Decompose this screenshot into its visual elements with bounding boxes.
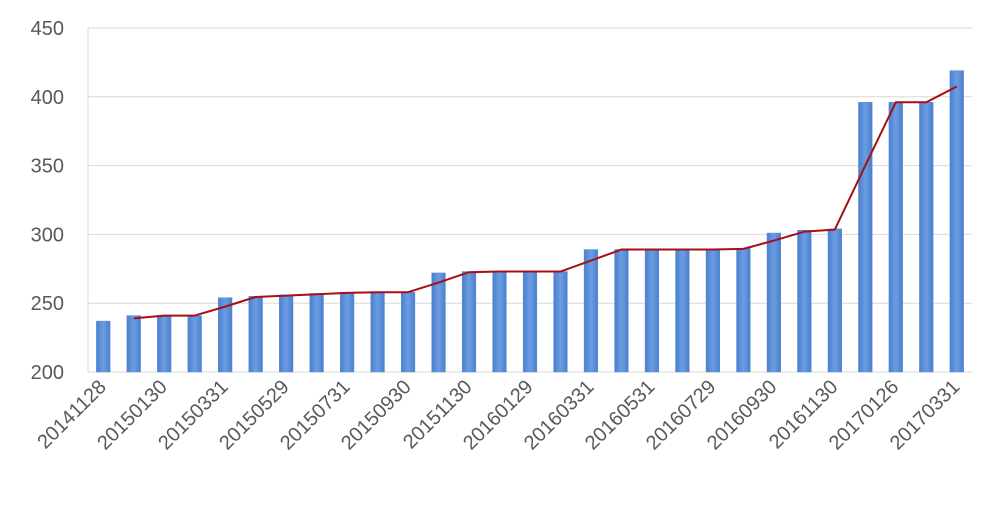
bar <box>919 102 934 373</box>
bar <box>736 247 751 373</box>
line <box>133 85 958 320</box>
bar <box>614 249 629 373</box>
bar <box>949 70 964 373</box>
y-tick-label: 200 <box>31 362 64 384</box>
bar <box>309 293 324 373</box>
bar <box>675 249 690 373</box>
y-tick-label: 400 <box>31 87 64 109</box>
bar <box>218 297 233 373</box>
bar <box>126 315 141 373</box>
bar <box>888 102 903 373</box>
y-tick-label: 250 <box>31 293 64 315</box>
bar <box>461 271 477 373</box>
bar <box>187 315 202 373</box>
bar <box>431 272 446 373</box>
bar <box>492 271 507 373</box>
bar <box>827 228 842 373</box>
bar <box>553 271 568 373</box>
y-tick-label: 450 <box>31 18 64 40</box>
bar <box>522 271 538 373</box>
y-tick-label: 350 <box>31 156 64 178</box>
labels: 2002503003504004502014112820150130201503… <box>31 18 965 454</box>
bar <box>400 291 416 373</box>
bar <box>583 249 599 373</box>
bar <box>797 230 812 373</box>
bar <box>339 291 355 373</box>
bar <box>96 320 111 373</box>
bar <box>248 296 263 373</box>
bar <box>370 291 385 373</box>
bar <box>279 294 294 373</box>
bar <box>858 102 873 373</box>
bar <box>766 232 781 373</box>
bar <box>705 249 721 373</box>
marks <box>96 70 964 373</box>
y-tick-label: 300 <box>31 224 64 246</box>
bar <box>644 249 660 373</box>
bar <box>157 315 172 373</box>
